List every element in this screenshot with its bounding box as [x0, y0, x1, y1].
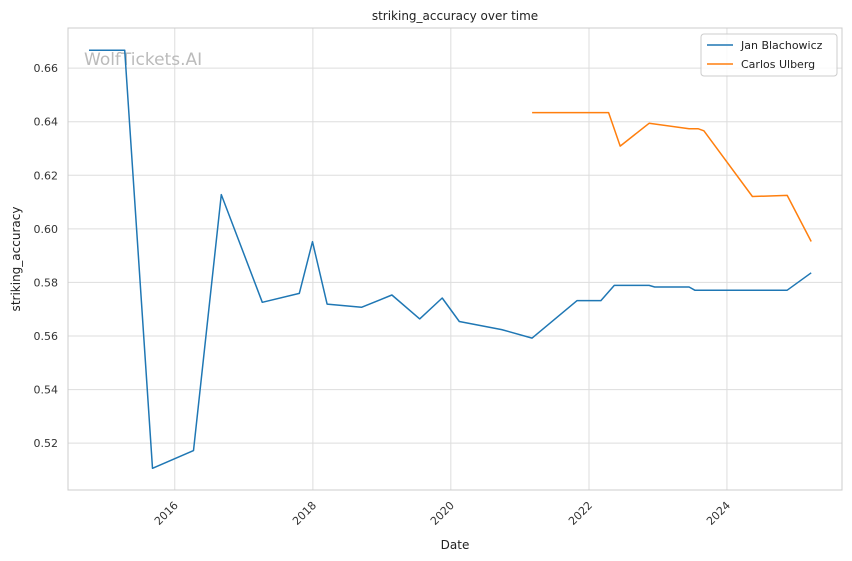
y-axis-label: striking_accuracy	[9, 207, 23, 312]
watermark: WolfTickets.AI	[84, 50, 202, 70]
y-tick-label: 0.52	[34, 437, 59, 450]
y-tick-label: 0.64	[34, 116, 59, 129]
legend-label-carlos-ulberg: Carlos Ulberg	[741, 58, 815, 71]
x-axis-label: Date	[441, 538, 470, 552]
y-tick-label: 0.58	[34, 276, 59, 289]
y-tick-label: 0.60	[34, 223, 59, 236]
y-tick-label: 0.56	[34, 330, 59, 343]
series-line-carlos-ulberg	[532, 111, 812, 242]
series-line-jan-blachowicz	[89, 49, 812, 470]
legend-box	[700, 33, 838, 77]
legend: Jan Blachowicz Carlos Ulberg	[700, 33, 838, 77]
y-tick-label: 0.66	[34, 62, 59, 75]
grid	[68, 28, 842, 490]
series-layer	[89, 49, 812, 470]
chart-title: striking_accuracy over time	[372, 9, 538, 23]
plot-frame	[67, 27, 843, 491]
y-tick-label: 0.54	[34, 384, 59, 397]
legend-label-jan-blachowicz: Jan Blachowicz	[740, 39, 823, 52]
y-tick-label: 0.62	[34, 169, 59, 182]
